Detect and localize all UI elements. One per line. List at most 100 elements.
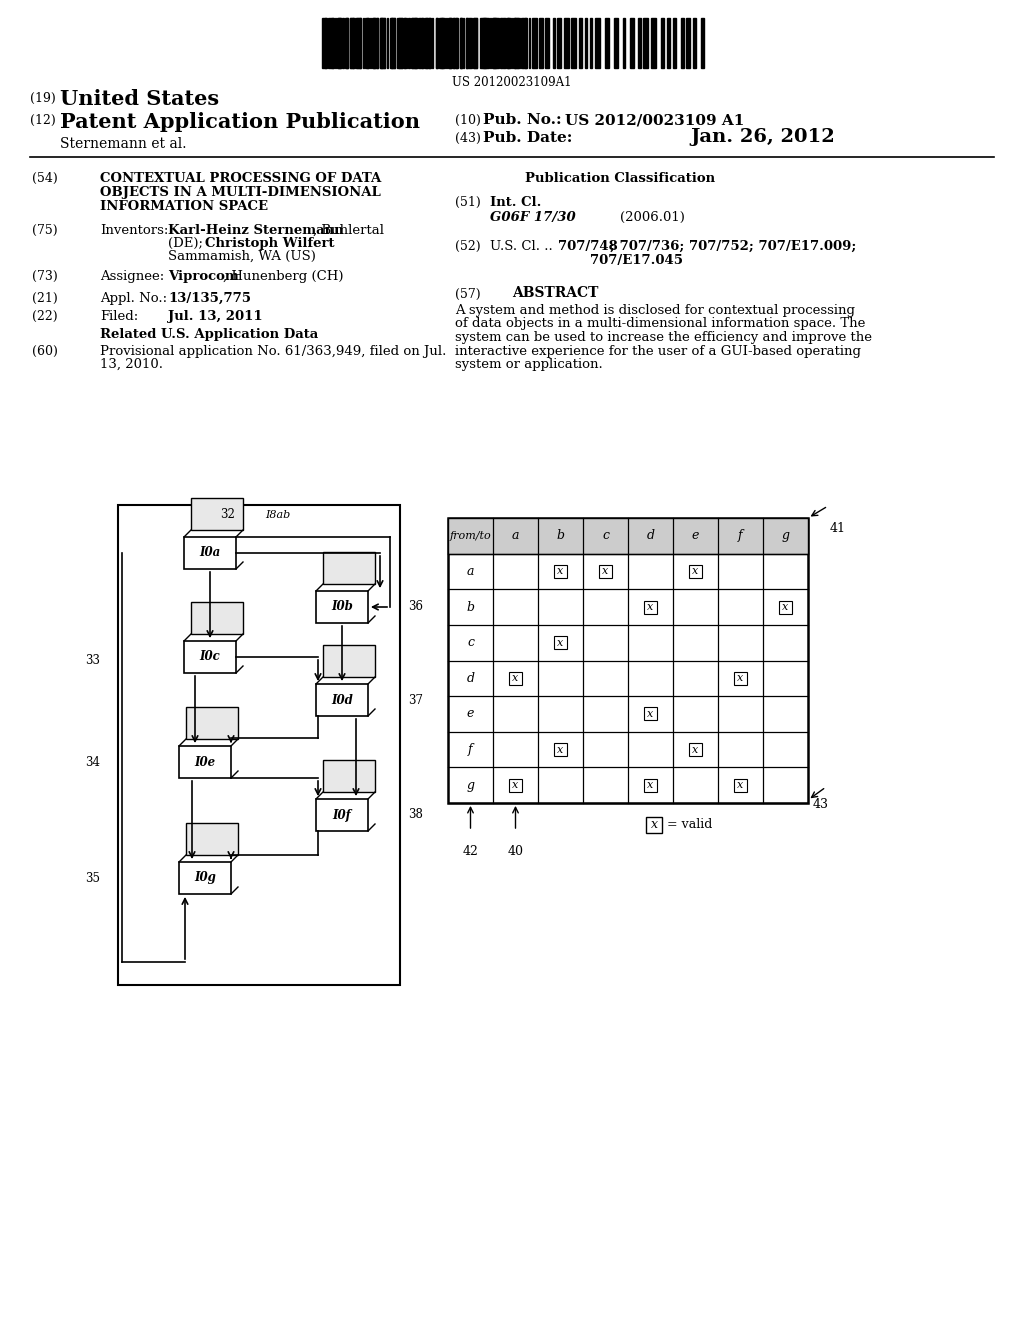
Text: d: d xyxy=(646,529,654,543)
Text: Christoph Wilfert: Christoph Wilfert xyxy=(205,238,335,249)
Bar xyxy=(644,601,657,614)
Text: Viprocom: Viprocom xyxy=(168,271,239,282)
Text: x: x xyxy=(647,709,653,719)
Bar xyxy=(449,18,452,69)
Bar xyxy=(599,565,612,578)
Text: 36: 36 xyxy=(408,601,423,614)
Bar xyxy=(325,18,327,69)
Text: x: x xyxy=(647,602,653,612)
Bar xyxy=(397,18,400,69)
Bar xyxy=(651,18,656,69)
Bar xyxy=(337,18,341,69)
Text: x: x xyxy=(737,673,743,684)
Bar xyxy=(420,18,423,69)
Bar xyxy=(322,18,326,69)
Bar xyxy=(667,18,670,69)
Bar xyxy=(507,18,509,69)
Bar xyxy=(184,537,236,569)
Bar xyxy=(418,18,420,69)
Bar xyxy=(345,18,348,69)
Bar xyxy=(614,18,618,69)
Bar xyxy=(328,18,331,69)
Text: ; 707/736; 707/752; 707/E17.009;: ; 707/736; 707/752; 707/E17.009; xyxy=(610,240,856,253)
Text: 13, 2010.: 13, 2010. xyxy=(100,358,163,371)
Bar xyxy=(372,18,375,69)
Text: system or application.: system or application. xyxy=(455,358,603,371)
Text: US 2012/0023109 A1: US 2012/0023109 A1 xyxy=(565,114,744,127)
Bar xyxy=(514,18,518,69)
Text: 43: 43 xyxy=(813,799,829,810)
Text: Pub. No.:: Pub. No.: xyxy=(483,114,567,127)
Text: 707/E17.045: 707/E17.045 xyxy=(590,253,683,267)
Text: (10): (10) xyxy=(455,114,481,127)
Text: I0f: I0f xyxy=(333,808,351,821)
Text: United States: United States xyxy=(60,88,219,110)
Text: 35: 35 xyxy=(85,871,100,884)
Text: d: d xyxy=(467,672,474,685)
Text: Karl-Heinz Sternemann: Karl-Heinz Sternemann xyxy=(168,224,344,238)
Bar xyxy=(686,18,690,69)
Bar xyxy=(408,18,410,69)
Text: (43): (43) xyxy=(455,132,481,145)
Bar xyxy=(553,18,555,69)
Bar xyxy=(509,672,522,685)
Bar xyxy=(365,18,369,69)
Bar xyxy=(521,18,523,69)
Bar xyxy=(590,18,592,69)
Bar xyxy=(473,18,475,69)
Text: (60): (60) xyxy=(32,345,58,358)
Bar xyxy=(401,18,403,69)
Text: CONTEXTUAL PROCESSING OF DATA: CONTEXTUAL PROCESSING OF DATA xyxy=(100,172,381,185)
Bar xyxy=(644,779,657,792)
Text: I0b: I0b xyxy=(331,601,353,614)
Bar xyxy=(412,18,417,69)
Text: (54): (54) xyxy=(32,172,57,185)
Text: U.S. Cl. ..: U.S. Cl. .. xyxy=(490,240,557,253)
Text: g: g xyxy=(781,529,790,543)
Text: Jan. 26, 2012: Jan. 26, 2012 xyxy=(690,128,835,147)
Bar xyxy=(426,18,431,69)
Text: Sammamish, WA (US): Sammamish, WA (US) xyxy=(168,249,315,263)
Bar xyxy=(487,18,489,69)
Bar xyxy=(316,799,368,832)
Bar xyxy=(523,18,527,69)
Bar xyxy=(436,18,438,69)
Text: (51): (51) xyxy=(455,195,480,209)
Bar xyxy=(380,18,383,69)
Bar xyxy=(118,506,400,985)
Bar xyxy=(179,862,231,894)
Bar xyxy=(186,822,238,855)
Bar xyxy=(492,18,497,69)
Text: (19): (19) xyxy=(30,92,55,106)
Text: Appl. No.:: Appl. No.: xyxy=(100,292,167,305)
Bar xyxy=(404,18,407,69)
Text: (2006.01): (2006.01) xyxy=(620,211,685,224)
Text: g: g xyxy=(467,779,474,792)
Bar xyxy=(646,817,662,833)
Text: x: x xyxy=(602,566,608,577)
Text: x: x xyxy=(557,638,563,648)
Bar xyxy=(186,708,238,739)
Bar xyxy=(501,18,504,69)
Text: (DE);: (DE); xyxy=(168,238,207,249)
Bar xyxy=(554,743,567,756)
Text: Int. Cl.: Int. Cl. xyxy=(490,195,542,209)
Text: from/to: from/to xyxy=(450,531,492,541)
Text: system can be used to increase the efficiency and improve the: system can be used to increase the effic… xyxy=(455,331,872,345)
Bar xyxy=(554,565,567,578)
Bar xyxy=(557,18,561,69)
Text: (75): (75) xyxy=(32,224,57,238)
Bar xyxy=(440,18,445,69)
Bar xyxy=(179,746,231,777)
Text: Assignee:: Assignee: xyxy=(100,271,164,282)
Bar xyxy=(480,18,482,69)
Text: x: x xyxy=(557,744,563,755)
Bar xyxy=(323,552,375,583)
Bar xyxy=(517,18,520,69)
Bar xyxy=(466,18,470,69)
Text: Patent Application Publication: Patent Application Publication xyxy=(60,112,420,132)
Text: b: b xyxy=(556,529,564,543)
Text: Jul. 13, 2011: Jul. 13, 2011 xyxy=(168,310,262,323)
Text: (21): (21) xyxy=(32,292,57,305)
Bar xyxy=(350,18,354,69)
